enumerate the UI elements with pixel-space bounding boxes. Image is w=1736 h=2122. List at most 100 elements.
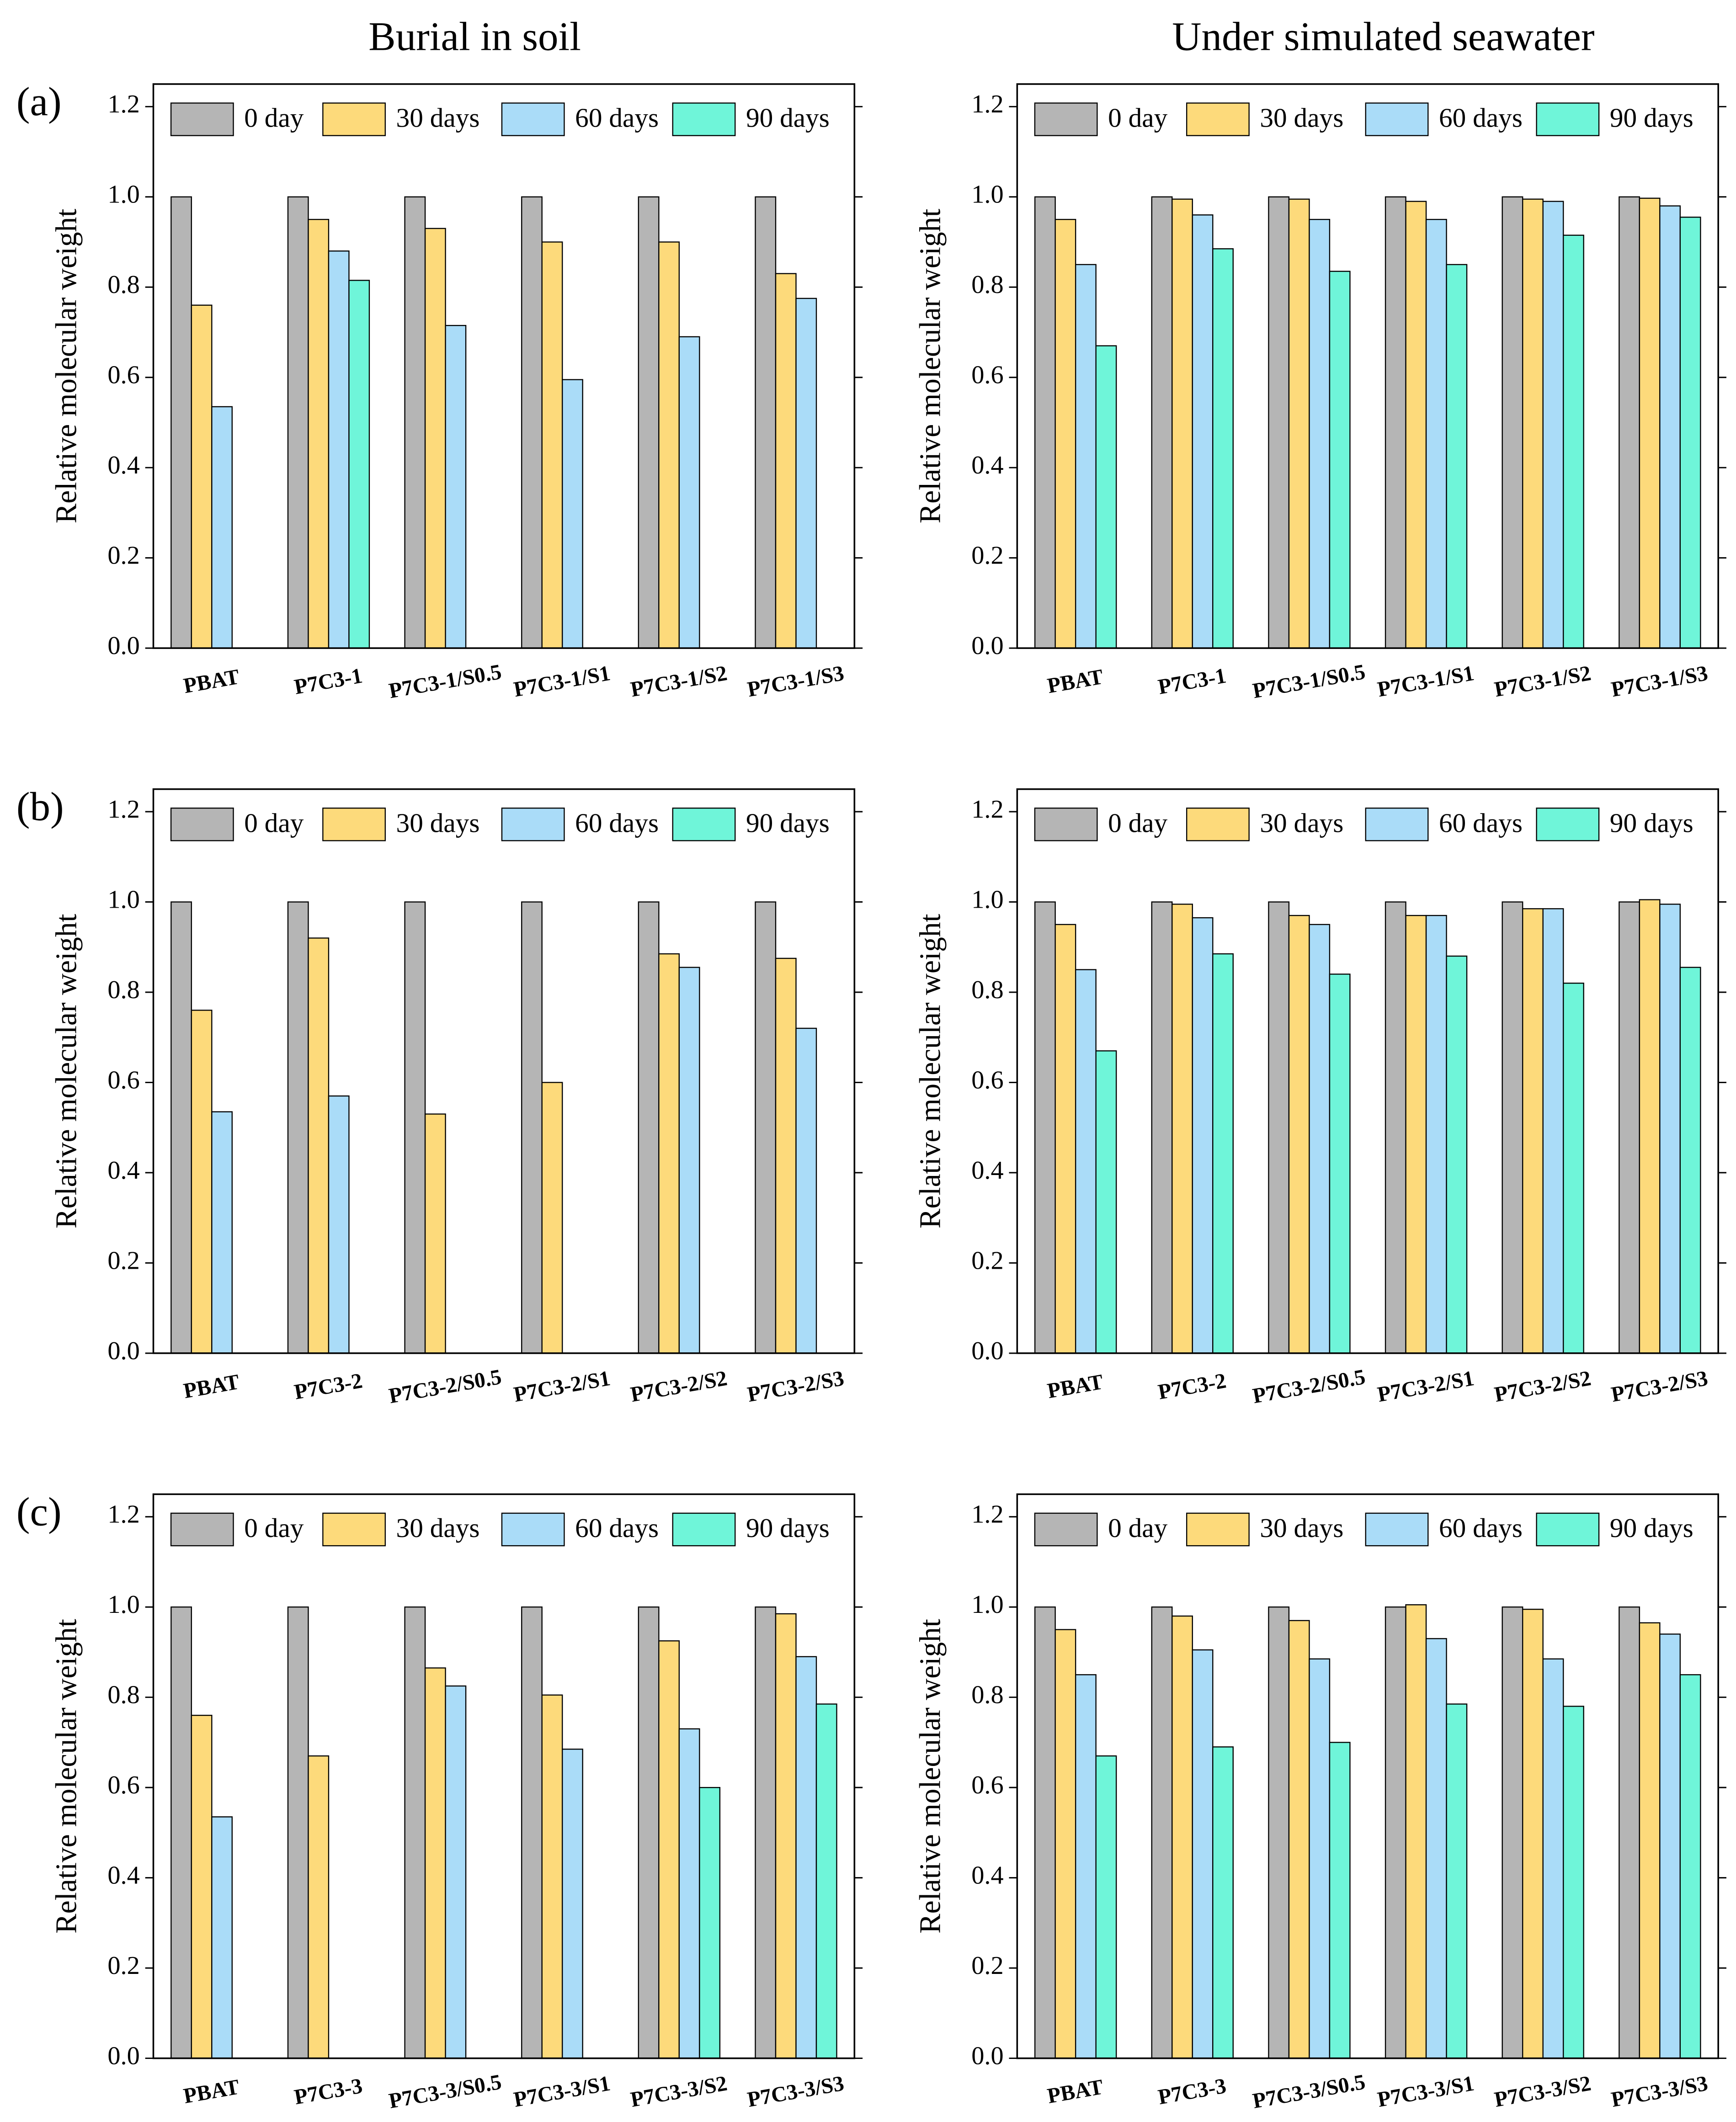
bar (1446, 955, 1468, 1354)
bar (1034, 901, 1056, 1354)
legend-label: 60 days (575, 1513, 659, 1543)
plot-frame (152, 83, 856, 649)
legend-swatch (1536, 1512, 1600, 1547)
y-tick-label: 0.4 (107, 1156, 139, 1185)
bar (1151, 901, 1173, 1354)
bar (1034, 1606, 1056, 2059)
bar (775, 273, 797, 649)
bar (1659, 1633, 1681, 2059)
y-tick-label: 0.0 (107, 1337, 139, 1365)
panel-label: (a) (16, 80, 62, 124)
bar (287, 196, 309, 649)
legend-swatch (322, 1512, 386, 1547)
y-tick-label: 0.0 (107, 2042, 139, 2070)
y-tick-label: 0.8 (971, 976, 1003, 1004)
bar (1329, 271, 1351, 649)
bar (678, 1728, 700, 2059)
y-tick-label: 0.2 (107, 1952, 139, 1980)
bar (1172, 198, 1193, 649)
bar (562, 379, 583, 649)
legend-label: 90 days (746, 103, 830, 133)
y-tick-label: 0.0 (107, 632, 139, 660)
y-tick-label: 1.0 (971, 1590, 1003, 1619)
legend-label: 0 day (1108, 1513, 1167, 1543)
legend-label: 90 days (746, 808, 830, 838)
legend-swatch (322, 808, 386, 841)
legend-label: 60 days (575, 808, 659, 838)
bar (678, 967, 700, 1354)
plot-frame (1016, 83, 1719, 649)
legend-label: 60 days (575, 103, 659, 133)
y-tick-label: 0.6 (971, 361, 1003, 389)
bar (1192, 917, 1214, 1354)
bar (1075, 969, 1097, 1354)
bar (1619, 1606, 1640, 2059)
y-tick-label: 1.2 (971, 1500, 1003, 1529)
y-tick-label: 1.2 (971, 90, 1003, 118)
bar (1639, 197, 1661, 649)
legend-label: 60 days (1439, 1513, 1523, 1543)
bar (424, 1113, 446, 1354)
y-tick-label: 0.2 (971, 1246, 1003, 1275)
bar (1659, 904, 1681, 1354)
bar (755, 901, 777, 1354)
legend-swatch (1034, 1512, 1098, 1547)
bar (1054, 924, 1076, 1354)
bar (308, 218, 330, 649)
panel-label: (c) (16, 1489, 62, 1534)
bar (541, 241, 563, 649)
legend-swatch (170, 102, 234, 136)
bar (1075, 264, 1097, 649)
legend-swatch (672, 1512, 736, 1547)
bar (638, 1606, 660, 2059)
panel-label: (b) (16, 785, 64, 830)
bar (1425, 1638, 1447, 2059)
plot-frame (1016, 1493, 1719, 2059)
plot-frame (152, 788, 856, 1354)
legend-label: 30 days (1260, 103, 1343, 133)
bar (445, 324, 467, 649)
y-axis-label: Relative molecular weight (914, 1619, 947, 1934)
bar (1288, 915, 1310, 1354)
legend-swatch (1186, 102, 1250, 136)
plot-frame (152, 1493, 856, 2059)
bar (328, 1095, 350, 1354)
bar (170, 901, 192, 1354)
bar (1563, 234, 1584, 649)
legend-swatch (501, 1512, 565, 1547)
bar (1329, 973, 1351, 1354)
y-axis-label: Relative molecular weight (50, 209, 83, 524)
y-axis-label: Relative molecular weight (914, 914, 947, 1229)
legend-label: 30 days (1260, 808, 1343, 838)
bar (1522, 198, 1544, 649)
legend-label: 60 days (1439, 808, 1523, 838)
bar (424, 1667, 446, 2059)
bar (1619, 901, 1640, 1354)
bar (211, 406, 233, 649)
y-tick-label: 0.2 (971, 542, 1003, 570)
bar (658, 241, 680, 649)
bar (1446, 1703, 1468, 2059)
bar (1679, 1674, 1701, 2059)
legend-swatch (1186, 808, 1250, 841)
bar (541, 1082, 563, 1354)
y-tick-label: 0.2 (971, 1952, 1003, 1980)
legend-label: 30 days (396, 103, 480, 133)
bar (1309, 1658, 1331, 2059)
bar (1095, 1755, 1117, 2059)
bar (1405, 201, 1427, 649)
y-tick-label: 0.8 (107, 976, 139, 1004)
bar (699, 1787, 721, 2059)
bar (445, 1685, 467, 2059)
legend-label: 0 day (1108, 103, 1167, 133)
legend-label: 90 days (746, 1513, 830, 1543)
bar (1309, 218, 1331, 649)
bar (404, 1606, 426, 2059)
bar (1425, 218, 1447, 649)
y-tick-label: 1.2 (971, 795, 1003, 824)
y-tick-label: 0.6 (107, 361, 139, 389)
bar (775, 957, 797, 1354)
